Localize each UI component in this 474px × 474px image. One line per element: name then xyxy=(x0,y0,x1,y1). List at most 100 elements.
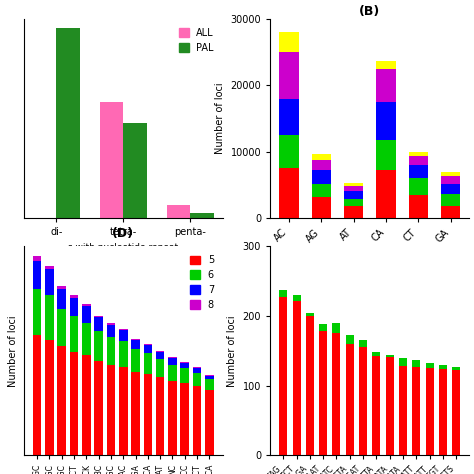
Bar xyxy=(344,206,363,218)
Bar xyxy=(452,370,460,455)
Bar xyxy=(279,32,299,52)
Bar xyxy=(376,170,396,218)
Bar xyxy=(70,352,78,455)
Bar xyxy=(292,301,301,455)
Bar xyxy=(311,170,331,183)
Bar xyxy=(82,306,91,323)
Bar xyxy=(439,369,447,455)
X-axis label: s with nucleotide repeat: s with nucleotide repeat xyxy=(68,243,178,252)
Bar xyxy=(346,336,354,344)
Bar xyxy=(33,335,41,455)
Bar xyxy=(167,205,190,218)
Bar xyxy=(82,304,91,306)
Bar xyxy=(376,102,396,140)
Bar xyxy=(70,295,78,298)
Bar xyxy=(193,373,201,386)
Bar xyxy=(441,176,460,184)
Bar xyxy=(144,345,152,354)
Bar xyxy=(57,286,66,289)
Bar xyxy=(412,367,420,455)
Bar xyxy=(409,195,428,218)
Bar xyxy=(45,339,54,455)
Bar xyxy=(279,99,299,135)
Bar xyxy=(82,356,91,455)
Y-axis label: Number of loci: Number of loci xyxy=(8,315,18,387)
Bar xyxy=(181,363,189,368)
Bar xyxy=(131,339,140,349)
Y-axis label: Number of loci: Number of loci xyxy=(215,82,225,155)
Bar xyxy=(156,359,164,377)
Bar xyxy=(45,295,54,339)
Bar xyxy=(441,172,460,176)
Bar xyxy=(190,213,214,218)
Bar xyxy=(131,338,140,339)
Bar xyxy=(292,295,301,301)
Bar xyxy=(57,289,66,309)
Bar xyxy=(426,368,434,455)
Bar xyxy=(107,325,115,337)
Bar xyxy=(279,290,287,297)
Bar xyxy=(452,367,460,370)
Bar xyxy=(376,61,396,69)
Bar xyxy=(279,52,299,99)
Bar xyxy=(94,318,103,331)
Bar xyxy=(181,368,189,383)
Bar xyxy=(376,69,396,102)
Bar xyxy=(306,312,314,316)
X-axis label: SSR motif rep: SSR motif rep xyxy=(337,250,403,260)
Bar xyxy=(168,357,177,358)
Bar xyxy=(386,355,394,357)
Bar xyxy=(119,330,128,341)
Bar xyxy=(193,386,201,455)
Bar xyxy=(399,366,407,455)
Bar xyxy=(56,28,80,218)
Bar xyxy=(344,191,363,200)
Bar xyxy=(70,317,78,352)
Bar xyxy=(94,316,103,318)
Text: (D): (D) xyxy=(112,227,134,240)
Bar xyxy=(441,184,460,194)
Bar xyxy=(359,346,367,455)
Bar xyxy=(168,365,177,381)
Bar xyxy=(33,261,41,289)
Legend: 5, 6, 7, 8: 5, 6, 7, 8 xyxy=(186,251,218,314)
Bar xyxy=(45,269,54,295)
Bar xyxy=(107,365,115,455)
Bar xyxy=(311,154,331,160)
Legend: ALL, PAL: ALL, PAL xyxy=(175,24,218,56)
Bar xyxy=(144,354,152,374)
Bar xyxy=(376,140,396,170)
Bar xyxy=(156,351,164,352)
Bar xyxy=(205,375,214,379)
Bar xyxy=(319,330,327,455)
Bar xyxy=(409,178,428,195)
Bar xyxy=(57,309,66,346)
Bar xyxy=(144,374,152,455)
Bar xyxy=(344,186,363,191)
Bar xyxy=(131,372,140,455)
Bar xyxy=(119,367,128,455)
Bar xyxy=(306,316,314,455)
Bar xyxy=(193,368,201,373)
Bar xyxy=(279,297,287,455)
Bar xyxy=(311,160,331,170)
Bar xyxy=(409,165,428,178)
Bar xyxy=(181,383,189,455)
Bar xyxy=(332,323,340,333)
Bar xyxy=(94,331,103,361)
Bar xyxy=(123,123,146,218)
Bar xyxy=(319,324,327,330)
Bar xyxy=(70,298,78,317)
Bar xyxy=(193,367,201,368)
Bar xyxy=(332,333,340,455)
Bar xyxy=(412,360,420,367)
Bar xyxy=(311,183,331,197)
Y-axis label: Number of loci: Number of loci xyxy=(227,315,237,387)
Bar xyxy=(131,349,140,372)
Bar xyxy=(426,363,434,368)
Bar xyxy=(386,357,394,455)
Bar xyxy=(441,206,460,218)
Bar xyxy=(107,337,115,365)
Bar xyxy=(94,361,103,455)
Bar xyxy=(100,102,123,218)
